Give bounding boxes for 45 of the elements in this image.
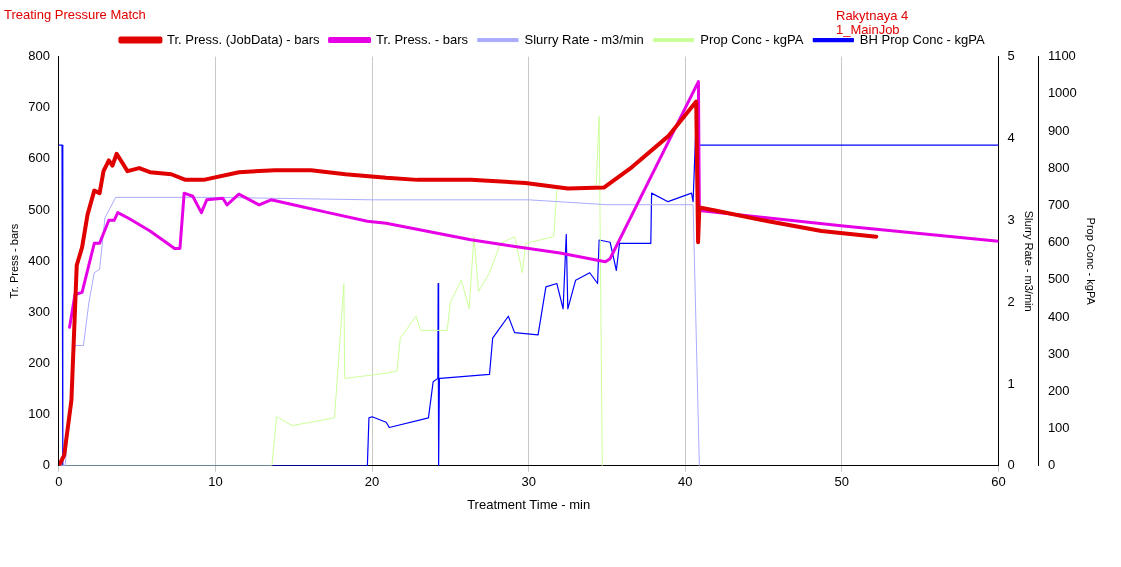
y3-tick-label: 500 bbox=[1047, 271, 1070, 287]
x-tick-label: 40 bbox=[678, 474, 693, 490]
legend-label: Slurry Rate - m3/min bbox=[524, 31, 644, 47]
x-tick-label: 50 bbox=[834, 474, 850, 490]
text: Rakytnaya 4 bbox=[836, 8, 909, 24]
y3-axis-title: Prop Conc - kgPA bbox=[1085, 217, 1098, 306]
x-tick-label: 60 bbox=[991, 474, 1006, 490]
x-tick-label: 10 bbox=[208, 474, 223, 490]
y3-tick-label: 300 bbox=[1047, 345, 1070, 361]
y3-tick-label: 200 bbox=[1047, 382, 1070, 398]
y-tick-label: 0 bbox=[42, 457, 50, 473]
y-tick-label: 600 bbox=[28, 150, 50, 166]
y3-tick-label: 0 bbox=[1047, 457, 1056, 473]
y2-tick-label: 3 bbox=[1007, 211, 1015, 227]
y-tick-label: 300 bbox=[28, 303, 50, 319]
y3-tick-label: 800 bbox=[1047, 159, 1070, 175]
legend-label: Tr. Press. - bars bbox=[376, 31, 469, 47]
x-tick-label: 0 bbox=[55, 474, 63, 490]
x-axis-title: Treatment Time - min bbox=[467, 496, 591, 512]
y2-tick-label: 4 bbox=[1007, 130, 1015, 146]
legend-label: Prop Conc - kgPA bbox=[700, 31, 804, 47]
x-tick-label: 20 bbox=[364, 474, 380, 490]
y3-tick-label: 400 bbox=[1047, 308, 1070, 324]
y-tick-label: 400 bbox=[28, 252, 50, 268]
y3-tick-label: 600 bbox=[1047, 234, 1070, 250]
y3-tick-label: 100 bbox=[1047, 420, 1070, 436]
y2-tick-label: 1 bbox=[1007, 375, 1015, 391]
y-axis-title: Tr. Press - bars bbox=[7, 223, 20, 299]
y-tick-label: 100 bbox=[28, 406, 50, 422]
y-tick-label: 200 bbox=[28, 355, 50, 371]
y-tick-label: 800 bbox=[28, 48, 50, 64]
y2-tick-label: 2 bbox=[1007, 293, 1015, 309]
y3-tick-label: 900 bbox=[1047, 122, 1070, 138]
y2-tick-label: 5 bbox=[1007, 48, 1015, 64]
x-tick-label: 30 bbox=[521, 474, 536, 490]
y3-tick-label: 1000 bbox=[1047, 85, 1077, 101]
text: 1_MainJob bbox=[836, 22, 900, 38]
y-tick-label: 700 bbox=[28, 99, 50, 115]
y2-tick-label: 0 bbox=[1007, 457, 1015, 473]
y2-axis-title: Slurry Rate - m3/min bbox=[1023, 210, 1036, 312]
chart-subtitle: Treating Pressure Match bbox=[4, 7, 146, 23]
y-tick-label: 500 bbox=[28, 201, 50, 217]
y3-tick-label: 1100 bbox=[1047, 48, 1076, 64]
legend-label: Tr. Press. (JobData) - bars bbox=[166, 31, 321, 47]
y3-tick-label: 700 bbox=[1047, 196, 1070, 212]
